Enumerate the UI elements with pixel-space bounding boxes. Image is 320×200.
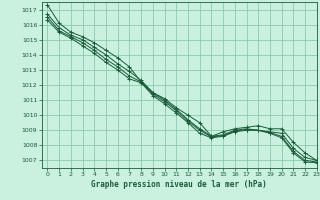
X-axis label: Graphe pression niveau de la mer (hPa): Graphe pression niveau de la mer (hPa)	[91, 180, 267, 189]
